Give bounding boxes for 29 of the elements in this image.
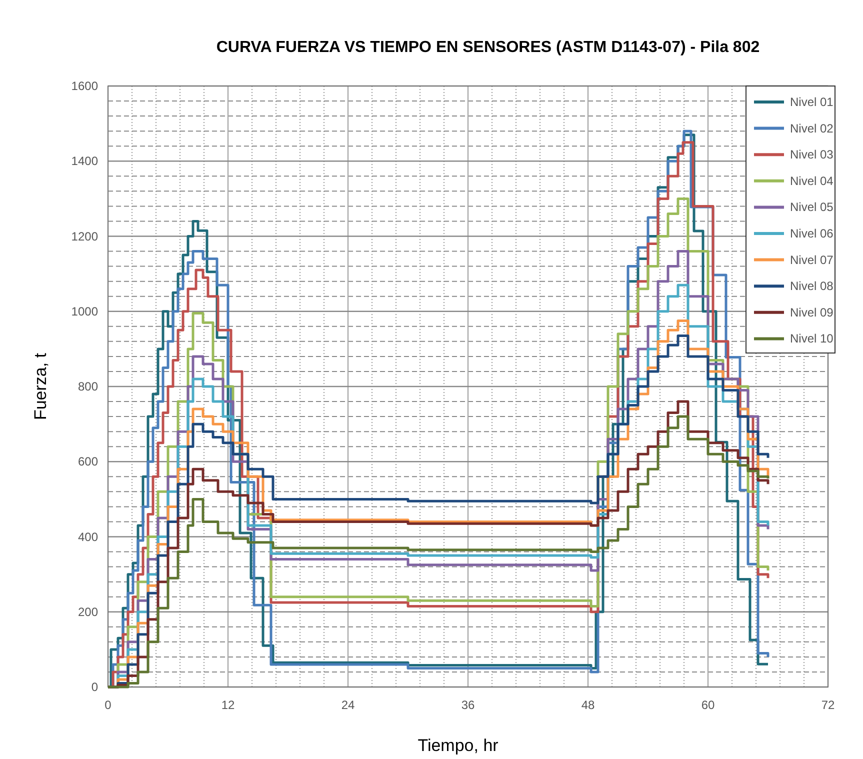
y-tick-label: 800	[78, 380, 98, 394]
legend-label: Nivel 09	[790, 305, 834, 320]
x-tick-label: 60	[701, 698, 715, 712]
legend-label: Nivel 04	[790, 174, 834, 188]
legend-label: Nivel 05	[790, 200, 834, 214]
y-tick-label: 1200	[71, 229, 98, 244]
y-tick-label: 600	[78, 454, 98, 469]
x-tick-label: 36	[461, 698, 475, 712]
legend-label: Nivel 03	[790, 148, 834, 162]
legend-label: Nivel 10	[790, 332, 834, 346]
legend-label: Nivel 06	[790, 226, 834, 240]
legend-label: Nivel 08	[790, 279, 834, 294]
y-tick-label: 1400	[71, 154, 98, 168]
x-tick-label: 72	[821, 698, 835, 712]
x-tick-label: 48	[581, 698, 595, 712]
x-tick-label: 12	[221, 698, 235, 712]
y-tick-label: 0	[91, 680, 98, 694]
y-tick-label: 200	[78, 604, 98, 619]
legend-label: Nivel 07	[790, 252, 834, 267]
chart-title: CURVA FUERZA VS TIEMPO EN SENSORES (ASTM D1143-07) - Pila 802	[216, 39, 760, 56]
y-tick-label: 1600	[71, 79, 98, 93]
x-tick-label: 0	[104, 698, 112, 712]
y-axis-title: Fuerza, t	[31, 352, 50, 420]
x-tick-label: 24	[341, 698, 355, 712]
legend-label: Nivel 01	[790, 95, 834, 109]
x-axis-title: Tiempo, hr	[418, 736, 499, 755]
y-tick-label: 1000	[71, 304, 98, 318]
legend-label: Nivel 02	[790, 121, 834, 136]
y-tick-label: 400	[78, 530, 98, 544]
